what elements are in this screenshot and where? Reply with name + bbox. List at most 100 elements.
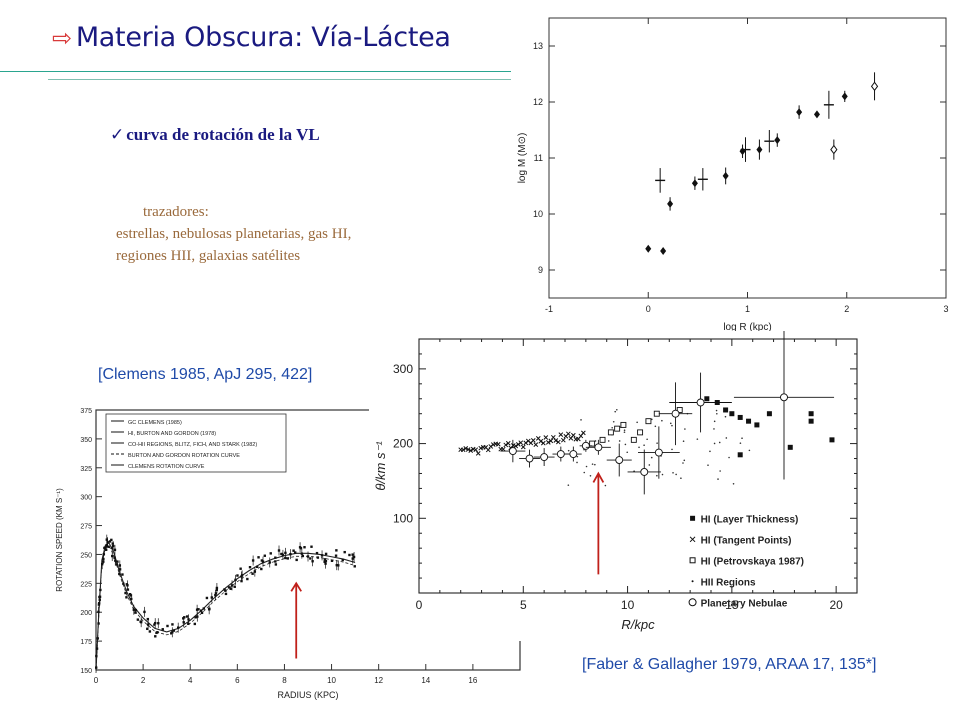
faber-petrovskaya-point [630, 436, 637, 443]
mass-point-filled [691, 179, 698, 188]
faber-pn-point [540, 453, 549, 461]
clemens-data-point [102, 553, 106, 556]
clemens-data-point [286, 557, 289, 560]
faber-hii-point [618, 440, 621, 442]
faber-legend-label: Planetary Nebulae [701, 598, 788, 609]
mass-y-tick-label: 13 [533, 41, 543, 51]
faber-tangent-point [478, 445, 484, 451]
clemens-data-point [274, 563, 278, 566]
faber-tangent-point [518, 440, 524, 446]
mass-point-filled [796, 108, 803, 117]
clemens-x-tick-label: 6 [235, 676, 240, 685]
clemens-data-point [202, 607, 205, 610]
faber-tangent-point [548, 438, 554, 444]
clemens-data-point [171, 623, 174, 626]
faber-hii-point [682, 440, 685, 443]
faber-tangent-point [513, 443, 519, 449]
faber-petrovskaya-point [589, 440, 596, 447]
clemens-data-point [263, 554, 267, 557]
clemens-data-point [124, 591, 127, 595]
faber-tangent-point [565, 431, 571, 437]
faber-hii-point [612, 420, 615, 423]
clemens-data-point [128, 592, 132, 596]
faber-pn-point [640, 468, 649, 476]
faber-tangent-point [553, 438, 559, 443]
faber-tangent-point [558, 432, 564, 437]
faber-tangent-point [515, 441, 521, 447]
clemens-data-point [343, 550, 346, 554]
clemens-data-point [146, 627, 149, 631]
clemens-data-point [310, 545, 313, 548]
faber-pn-point [696, 398, 705, 407]
clemens-data-point [107, 545, 110, 548]
faber-hii-point [594, 463, 596, 466]
faber-hii-point [684, 428, 686, 430]
clemens-legend-label: CLEMENS ROTATION CURVE [128, 464, 205, 470]
mass-point-open [870, 81, 879, 92]
faber-petrovskaya-point [599, 436, 606, 443]
clemens-data-point [118, 572, 121, 576]
clemens-data-point [193, 622, 197, 626]
clemens-data-point [122, 582, 125, 585]
clemens-data-point [108, 540, 112, 543]
mass-point-filled [660, 246, 667, 255]
clemens-data-point [185, 615, 189, 618]
subtitle-text: curva de rotación de la VL [126, 125, 320, 144]
faber-hii-point [589, 474, 592, 477]
faber-sun-marker-arrow-head [592, 471, 605, 483]
clemens-y-tick-label: 300 [80, 495, 92, 502]
faber-pn-point [654, 448, 663, 457]
faber-tangent-point [495, 441, 501, 447]
faber-tangent-point [550, 434, 556, 440]
clemens-data-point [224, 592, 228, 596]
faber-x-tick-label: 15 [725, 598, 739, 612]
clemens-data-point [284, 556, 287, 560]
clemens-data-point [96, 637, 99, 640]
faber-hi-layer-point [737, 414, 743, 420]
faber-y-axis-label: θ/km s⁻¹ [373, 441, 388, 491]
clemens-x-tick-label: 14 [421, 676, 430, 685]
faber-pn-point [508, 447, 517, 456]
faber-petrovskaya-point [620, 421, 627, 428]
title-arrow-icon: ⇨ [52, 24, 72, 52]
faber-hii-point [650, 456, 653, 459]
clemens-data-point [161, 628, 164, 631]
faber-x-tick-label: 10 [621, 598, 635, 612]
clemens-y-axis-label: ROTATION SPEED (KM S⁻¹) [55, 488, 64, 592]
clemens-data-point [324, 559, 328, 563]
faber-petrovskaya-point [607, 429, 614, 436]
mass-x-tick-label: -1 [545, 304, 553, 314]
clemens-data-point [154, 635, 157, 638]
faber-tangent-point [463, 446, 469, 451]
mass-y-tick-label: 10 [533, 209, 543, 219]
faber-tangent-point [505, 440, 511, 446]
faber-hi-layer-point [746, 418, 752, 424]
faber-pn-point [594, 443, 603, 452]
mass-x-tick-label: 3 [943, 304, 948, 314]
faber-x-tick-label: 20 [829, 598, 843, 612]
faber-hii-point [718, 441, 721, 444]
mass-y-tick-label: 12 [533, 97, 543, 107]
clemens-y-tick-label: 275 [80, 524, 92, 531]
clemens-data-point [316, 556, 320, 559]
faber-hii-point [646, 438, 648, 441]
mass-x-axis-label: log R (kpc) [723, 322, 771, 332]
faber-hii-point [656, 442, 658, 444]
faber-hii-point [616, 408, 618, 411]
faber-x-tick-label: 0 [416, 598, 423, 612]
clemens-y-tick-label: 200 [80, 610, 92, 617]
mass-point-filled [722, 171, 729, 180]
faber-hi-layer-point [754, 422, 760, 428]
clemens-data-point [148, 630, 152, 633]
clemens-data-point [104, 548, 108, 551]
faber-hii-point [656, 474, 658, 477]
mass-y-tick-label: 11 [534, 153, 543, 163]
faber-hii-point [614, 410, 617, 413]
faber-hii-point [643, 444, 645, 447]
faber-tangent-point [520, 444, 526, 450]
clemens-data-point [113, 556, 116, 560]
clemens-data-point [240, 579, 243, 583]
faber-hii-point [623, 431, 626, 433]
clemens-data-point [187, 622, 190, 626]
faber-hii-point [623, 429, 626, 432]
